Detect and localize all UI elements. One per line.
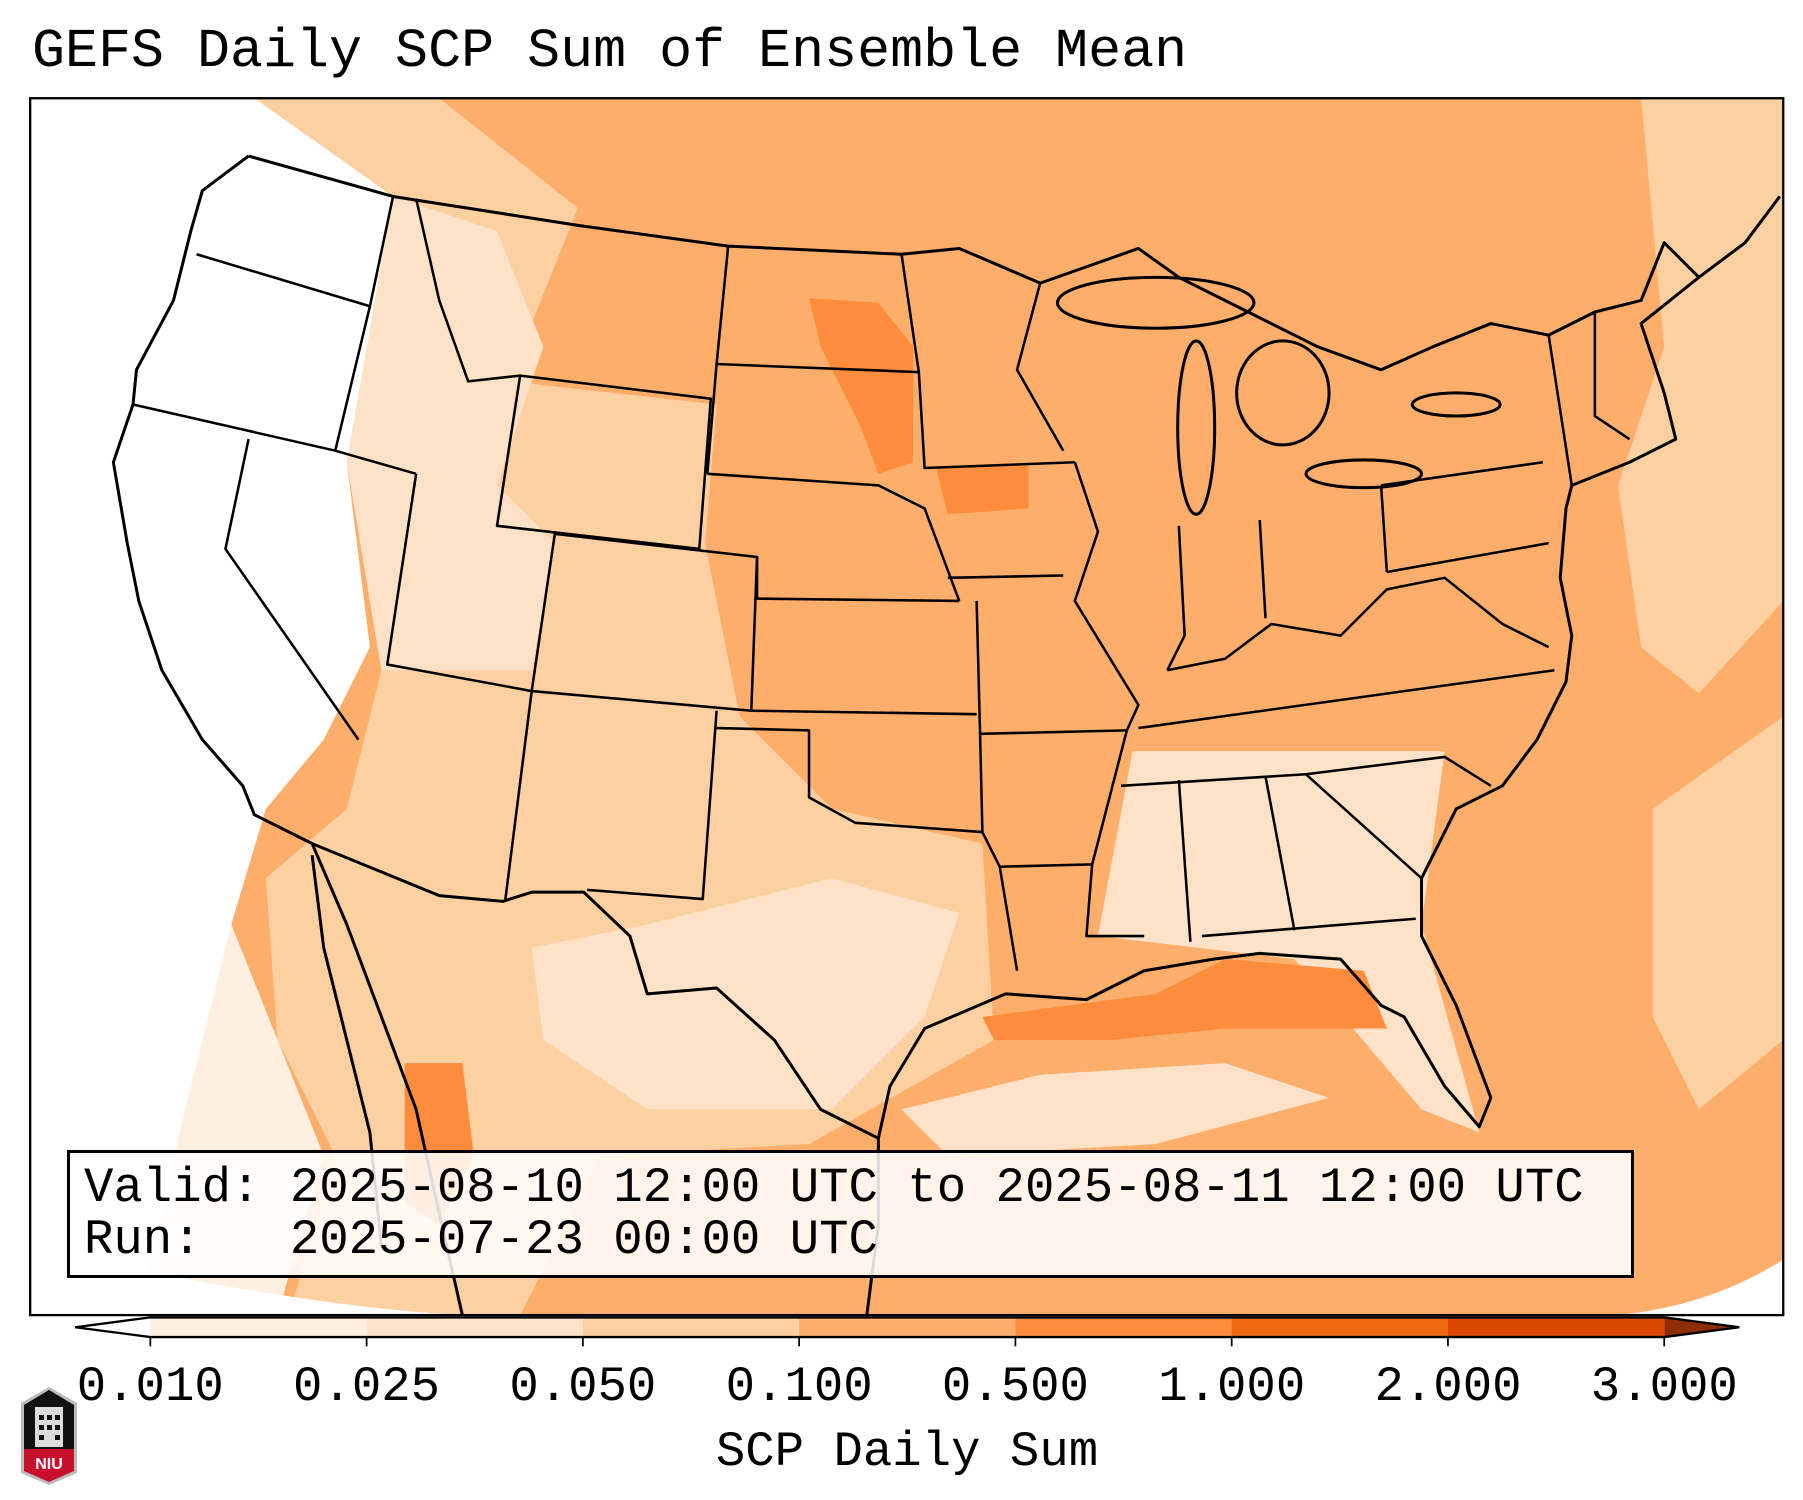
lake-ontario [1410, 391, 1502, 418]
map-frame [29, 97, 1785, 1317]
lake-huron [1235, 339, 1331, 447]
chart-title: GEFS Daily SCP Sum of Ensemble Mean [32, 20, 1188, 83]
field-interior-light [346, 196, 555, 671]
colorbar-bin [799, 1317, 1016, 1338]
valid-time-text: Valid: 2025-08-10 12:00 UTC to 2025-08-1… [84, 1160, 1584, 1216]
colorbar-tick-label: 0.500 [941, 1359, 1089, 1415]
lake-superior [1056, 275, 1256, 330]
colorbar-tick-label: 0.010 [76, 1359, 224, 1415]
field-dakotas-dark [809, 298, 914, 474]
us-outline [111, 154, 1781, 1140]
svg-text:NIU: NIU [35, 1456, 63, 1473]
colorbar-tick-label: 1.000 [1158, 1359, 1306, 1415]
projection-outside-left [30, 1248, 486, 1316]
colorbar-bin [1015, 1317, 1233, 1338]
colorbar-tick-label: 0.050 [509, 1359, 657, 1415]
projection-outside-right [1617, 1259, 1784, 1316]
colorbar-bin [1231, 1317, 1449, 1338]
niu-logo: NIU [21, 1387, 77, 1485]
colorbar-extend-over [1664, 1317, 1740, 1338]
field-atlantic-light [1617, 98, 1784, 694]
field-texas-light [531, 878, 960, 1110]
field-atlantic-light2 [1652, 716, 1784, 1110]
state-lines [132, 196, 1631, 971]
colorbar-extend-under [75, 1317, 151, 1338]
colorbar-bin [366, 1317, 584, 1338]
colorbar-bin [1447, 1317, 1665, 1338]
lake-erie [1304, 458, 1424, 490]
run-time-text: Run: 2025-07-23 00:00 UTC [84, 1212, 878, 1268]
info-box: Valid: 2025-08-10 12:00 UTC to 2025-08-1… [67, 1150, 1634, 1278]
colorbar-bin [582, 1317, 800, 1338]
field-gulf-dark [982, 959, 1387, 1041]
colorbar-bin [150, 1317, 368, 1338]
colorbar-tick-label: 0.100 [725, 1359, 873, 1415]
field-gulf-light [901, 1063, 1330, 1156]
colorbar-label: SCP Daily Sum [715, 1424, 1099, 1480]
colorbar-tick-label: 2.000 [1374, 1359, 1522, 1415]
field-iowa-dark [936, 464, 1029, 515]
field-southeast-light [1097, 751, 1480, 1133]
colorbar-tick-label: 0.025 [293, 1359, 441, 1415]
colorbar-tick-label: 3.000 [1590, 1359, 1738, 1415]
lake-michigan [1176, 339, 1217, 516]
colorbar [75, 1316, 1740, 1347]
field-west-white [30, 98, 394, 1316]
scp-field [30, 98, 1784, 1316]
